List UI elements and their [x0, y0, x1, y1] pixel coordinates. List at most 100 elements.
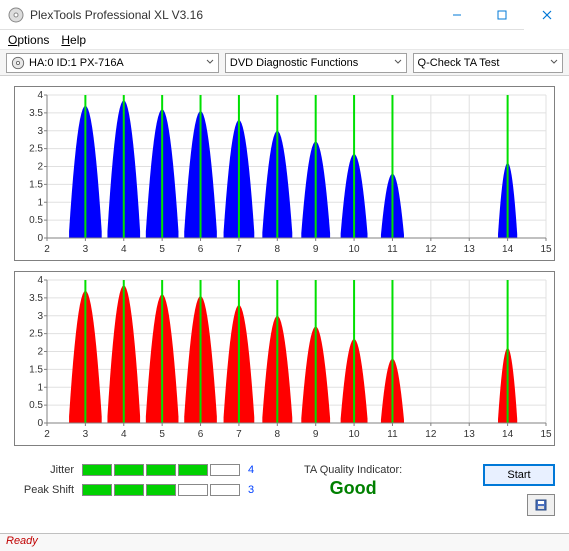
- svg-text:12: 12: [425, 429, 437, 440]
- svg-text:3.5: 3.5: [29, 293, 43, 304]
- svg-text:2.5: 2.5: [29, 144, 43, 155]
- test-label: Q-Check TA Test: [418, 57, 500, 69]
- chart-pit-svg: 0 0.5 1 1.5 2 2.5 3 3.5 4 2 3 4 5 6 7 8 9 10 11 12 13 14 15: [15, 87, 554, 260]
- svg-text:9: 9: [313, 429, 319, 440]
- svg-text:1.5: 1.5: [29, 364, 43, 375]
- chart-pit: 0 0.5 1 1.5 2 2.5 3 3.5 4 2 3 4 5 6 7 8 9 10 11 12 13 14 15: [14, 86, 555, 261]
- window-title: PlexTools Professional XL V3.16: [30, 8, 434, 22]
- peakshift-meter: [82, 484, 240, 496]
- meter-segment: [146, 464, 176, 476]
- titlebar: PlexTools Professional XL V3.16: [0, 0, 569, 30]
- close-button[interactable]: [524, 0, 569, 30]
- svg-text:1: 1: [37, 197, 43, 208]
- svg-text:15: 15: [540, 244, 552, 255]
- svg-text:0: 0: [37, 418, 43, 429]
- svg-text:4: 4: [37, 90, 43, 101]
- menu-options[interactable]: Options: [8, 33, 49, 47]
- svg-text:4: 4: [121, 429, 127, 440]
- svg-text:1: 1: [37, 382, 43, 393]
- svg-text:2.5: 2.5: [29, 329, 43, 340]
- svg-text:6: 6: [198, 429, 204, 440]
- svg-text:3: 3: [83, 244, 89, 255]
- svg-text:2: 2: [37, 162, 43, 173]
- svg-text:7: 7: [236, 244, 242, 255]
- svg-text:2: 2: [44, 429, 50, 440]
- meter-segment: [210, 484, 240, 496]
- jitter-row: Jitter 4: [14, 464, 264, 476]
- peakshift-label: Peak Shift: [14, 484, 74, 496]
- svg-text:3: 3: [83, 429, 89, 440]
- peakshift-row: Peak Shift 3: [14, 484, 264, 496]
- svg-text:3.5: 3.5: [29, 108, 43, 119]
- meter-segment: [82, 464, 112, 476]
- chevron-down-icon: [206, 57, 214, 69]
- quality-value: Good: [304, 478, 402, 499]
- meter-segment: [114, 464, 144, 476]
- menubar: Options Help: [0, 30, 569, 50]
- svg-text:5: 5: [159, 429, 165, 440]
- maximize-button[interactable]: [479, 0, 524, 30]
- svg-text:3: 3: [37, 126, 43, 137]
- meter-segment: [178, 464, 208, 476]
- svg-text:2: 2: [44, 244, 50, 255]
- svg-text:14: 14: [502, 429, 514, 440]
- svg-text:4: 4: [121, 244, 127, 255]
- svg-text:9: 9: [313, 244, 319, 255]
- chevron-down-icon: [394, 57, 402, 69]
- quality-label: TA Quality Indicator:: [304, 464, 402, 476]
- meter-segment: [210, 464, 240, 476]
- meter-segment: [82, 484, 112, 496]
- svg-text:10: 10: [349, 429, 361, 440]
- svg-text:14: 14: [502, 244, 514, 255]
- minimize-button[interactable]: [434, 0, 479, 30]
- svg-text:6: 6: [198, 244, 204, 255]
- svg-text:12: 12: [425, 244, 437, 255]
- jitter-label: Jitter: [14, 464, 74, 476]
- device-combo[interactable]: HA:0 ID:1 PX-716A: [6, 53, 219, 73]
- quality-indicator: TA Quality Indicator: Good: [304, 464, 402, 499]
- meters: Jitter 4 Peak Shift 3: [14, 464, 264, 496]
- svg-text:10: 10: [349, 244, 361, 255]
- svg-text:0: 0: [37, 233, 43, 244]
- svg-text:8: 8: [275, 429, 281, 440]
- function-group-label: DVD Diagnostic Functions: [230, 57, 358, 69]
- svg-text:13: 13: [464, 429, 476, 440]
- svg-text:5: 5: [159, 244, 165, 255]
- meter-segment: [114, 484, 144, 496]
- svg-text:2: 2: [37, 347, 43, 358]
- svg-text:4: 4: [37, 275, 43, 286]
- test-combo[interactable]: Q-Check TA Test: [413, 53, 563, 73]
- jitter-value: 4: [248, 464, 264, 476]
- save-icon: [534, 498, 548, 512]
- meter-segment: [178, 484, 208, 496]
- toolbar: HA:0 ID:1 PX-716A DVD Diagnostic Functio…: [0, 50, 569, 76]
- action-buttons: Start: [483, 464, 555, 516]
- bottom-panel: Jitter 4 Peak Shift 3 TA Quality Indicat…: [0, 456, 569, 520]
- statusbar: Ready: [0, 533, 569, 551]
- svg-text:11: 11: [387, 429, 398, 440]
- chevron-down-icon: [550, 57, 558, 69]
- svg-text:1.5: 1.5: [29, 179, 43, 190]
- peakshift-value: 3: [248, 484, 264, 496]
- status-text: Ready: [6, 535, 38, 547]
- svg-text:15: 15: [540, 429, 552, 440]
- svg-text:3: 3: [37, 311, 43, 322]
- meter-segment: [146, 484, 176, 496]
- jitter-meter: [82, 464, 240, 476]
- save-icon-button[interactable]: [527, 494, 555, 516]
- chart-area: 00.511.522.533.5423456789101112131415 00…: [0, 76, 569, 446]
- start-button[interactable]: Start: [483, 464, 555, 486]
- disc-icon: [11, 56, 25, 70]
- svg-text:11: 11: [387, 244, 398, 255]
- svg-text:0.5: 0.5: [29, 215, 43, 226]
- function-group-combo[interactable]: DVD Diagnostic Functions: [225, 53, 407, 73]
- chart-land: 0 0.5 1 1.5 2 2.5 3 3.5 4 2 3 4 5 6 7 8 9 10 11 12 13 14 15: [14, 271, 555, 446]
- menu-help[interactable]: Help: [61, 33, 86, 47]
- device-label: HA:0 ID:1 PX-716A: [29, 57, 124, 69]
- svg-text:7: 7: [236, 429, 242, 440]
- svg-text:8: 8: [275, 244, 281, 255]
- app-icon: [8, 7, 24, 23]
- window-controls: [434, 0, 569, 30]
- svg-text:0.5: 0.5: [29, 400, 43, 411]
- svg-text:13: 13: [464, 244, 476, 255]
